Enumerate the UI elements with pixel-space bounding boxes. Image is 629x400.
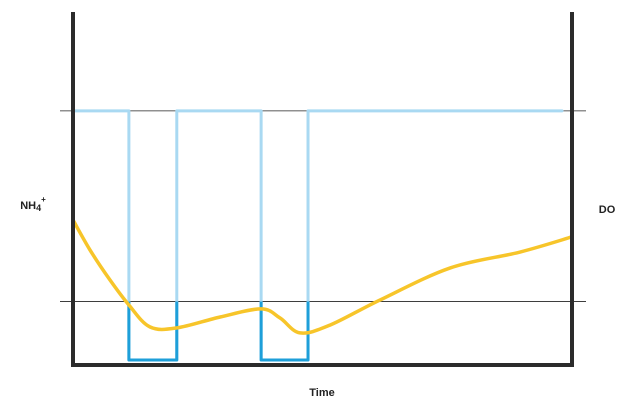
series-line-low [127,301,310,362]
y-label-base: NH [20,200,36,212]
y-axis-label: NH4+ [20,195,46,213]
y-label-sub: 4 [36,203,41,213]
y-label-sup: + [41,195,46,204]
y2-axis-label: DO [599,204,616,216]
x-axis-label: Time [309,387,334,399]
series-line [73,109,564,362]
series-line [71,218,574,335]
